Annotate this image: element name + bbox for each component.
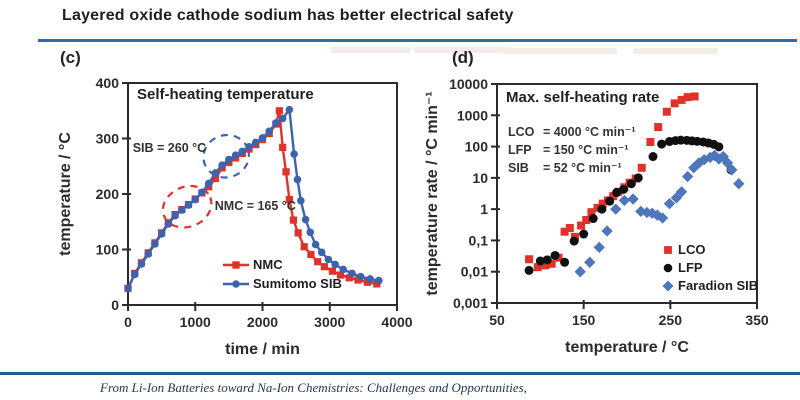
source-caption: From Li-Ion Batteries toward Na-Ion Chem… (100, 380, 527, 395)
svg-text:LFP: LFP (678, 260, 703, 275)
svg-text:150: 150 (572, 312, 596, 328)
onset-ellipses (161, 133, 251, 229)
legend: LCO LFP Faradion SIB (662, 242, 758, 293)
self-heating-temperature-chart: 0 1000 2000 3000 4000 0 100 200 300 400 time / min… (57, 75, 413, 358)
axes: 50 150 250 350 0,001 0,01 0,1 1 10 100 1000 10000 te… (425, 76, 769, 356)
svg-text:= 150 °C min⁻¹: = 150 °C min⁻¹ (543, 143, 629, 157)
svg-text:50: 50 (489, 312, 505, 328)
svg-text:100: 100 (465, 139, 489, 155)
svg-text:200: 200 (96, 186, 120, 202)
svg-text:LCO: LCO (678, 242, 705, 257)
highlight-artifact (633, 48, 718, 54)
svg-text:NMC = 165 °C: NMC = 165 °C (215, 199, 296, 213)
svg-text:= 52 °C min⁻¹: = 52 °C min⁻¹ (543, 161, 622, 175)
svg-text:250: 250 (659, 312, 683, 328)
max-self-heating-rate-chart: 50 150 250 350 0,001 0,01 0,1 1 10 100 1000 10000 te… (425, 76, 769, 356)
chart-d-title: Max. self-heating rate (506, 89, 659, 106)
svg-text:SIB: SIB (508, 161, 529, 175)
svg-text:1: 1 (480, 201, 488, 217)
svg-text:= 4000 °C min⁻¹: = 4000 °C min⁻¹ (543, 125, 636, 139)
legend: NMC Sumitomo SIB (223, 257, 342, 291)
series-lfp (524, 135, 736, 275)
panel-d-label: (d) (452, 48, 474, 67)
svg-text:100: 100 (96, 242, 120, 258)
svg-text:10000: 10000 (449, 76, 488, 92)
svg-text:10: 10 (472, 170, 488, 186)
annotations: SIB = 260 °C NMC = 165 °C (133, 141, 296, 213)
svg-text:3000: 3000 (314, 314, 345, 330)
svg-text:0: 0 (111, 297, 119, 313)
svg-text:0: 0 (124, 314, 132, 330)
svg-text:SIB = 260 °C: SIB = 260 °C (133, 141, 206, 155)
svg-text:Faradion SIB: Faradion SIB (678, 278, 758, 293)
svg-text:LFP: LFP (508, 143, 532, 157)
page-title: Layered oxide cathode sodium has better … (62, 7, 514, 24)
svg-text:time / min: time / min (225, 341, 300, 358)
svg-text:NMC: NMC (253, 257, 283, 272)
svg-text:0,01: 0,01 (461, 264, 488, 280)
chart-c-title: Self-heating temperature (137, 86, 314, 103)
svg-text:0,1: 0,1 (469, 232, 489, 248)
svg-text:4000: 4000 (381, 314, 412, 330)
axes: 0 1000 2000 3000 4000 0 100 200 300 400 time / min… (57, 75, 413, 358)
svg-text:LCO: LCO (508, 125, 535, 139)
series-lco (525, 92, 699, 272)
title-underline-rule (38, 39, 797, 42)
panel-c-label: (c) (60, 48, 81, 67)
highlight-artifact (331, 47, 411, 53)
svg-text:300: 300 (96, 131, 120, 147)
svg-text:400: 400 (96, 75, 120, 91)
svg-text:2000: 2000 (247, 314, 278, 330)
svg-text:350: 350 (745, 312, 769, 328)
svg-text:temperature rate / °C min⁻¹: temperature rate / °C min⁻¹ (425, 91, 441, 295)
series-sumitomo-sib (124, 105, 383, 293)
svg-text:temperature / °C: temperature / °C (565, 339, 689, 356)
svg-text:temperature / °C: temperature / °C (57, 132, 74, 256)
highlight-artifact (503, 48, 617, 54)
inset-values: LCO = 4000 °C min⁻¹ LFP = 150 °C min⁻¹ SIB = … (508, 125, 636, 175)
footer-rule (0, 372, 800, 375)
svg-text:1000: 1000 (180, 314, 211, 330)
svg-text:1000: 1000 (457, 107, 488, 123)
highlight-artifact (414, 47, 510, 53)
svg-text:Sumitomo SIB: Sumitomo SIB (253, 276, 342, 291)
svg-text:0,001: 0,001 (453, 295, 488, 311)
